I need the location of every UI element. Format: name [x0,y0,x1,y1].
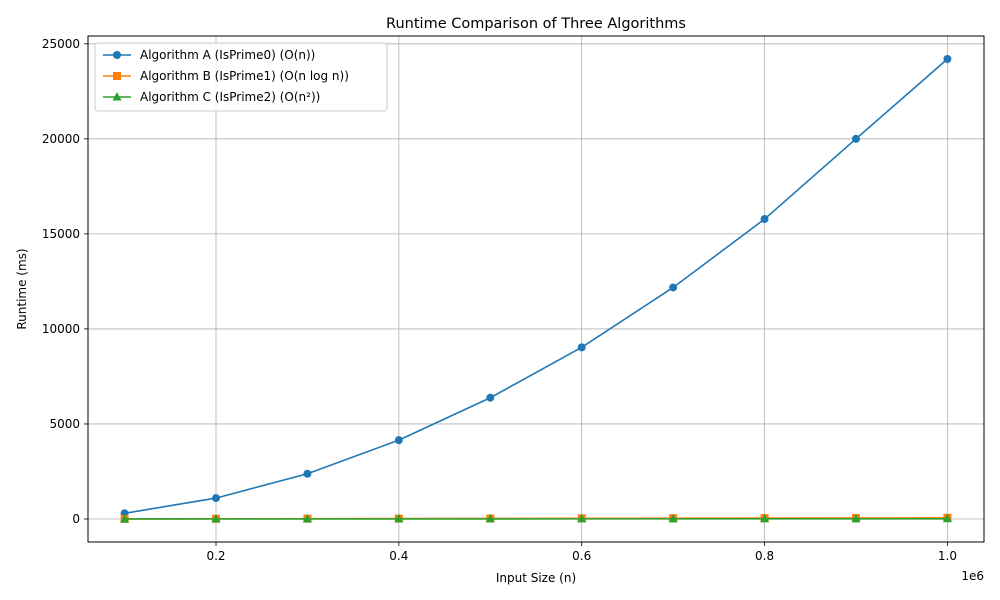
y-axis-ticks: 0 5000 10000 15000 20000 25000 [42,37,88,526]
data-point [302,513,312,523]
series-line [124,58,948,515]
data-point [577,513,587,523]
x-tick-label: 0.6 [572,549,591,563]
legend-label: Algorithm C (IsPrime2) (O(n²)) [140,90,320,104]
y-tick-label: 25000 [42,37,80,51]
series-a [120,55,952,518]
x-tick-label: 0.8 [755,549,774,563]
data-point [760,215,769,224]
data-point [577,343,586,352]
data-point [303,469,312,478]
data-point [485,513,495,523]
legend-item: Algorithm A (IsPrime0) (O(n)) [103,48,315,62]
data-point [669,283,678,292]
y-axis-label: Runtime (ms) [15,248,29,329]
legend-marker [113,51,121,59]
series-group [120,55,952,523]
data-point [760,513,770,523]
data-point [394,513,404,523]
legend-item: Algorithm B (IsPrime1) (O(n log n)) [103,69,349,83]
legend: Algorithm A (IsPrime0) (O(n)) Algorithm B… [94,42,388,112]
y-tick-label: 5000 [49,417,80,431]
legend-marker [112,92,122,101]
legend-marker [113,72,121,80]
x-tick-label: 0.4 [389,549,408,563]
y-tick-label: 15000 [42,227,80,241]
x-axis-offset-label: 1e6 [961,569,984,583]
data-point [942,513,952,523]
data-point [852,134,860,143]
data-point [851,513,861,523]
legend-box [94,42,388,112]
data-point [211,513,221,523]
y-tick-label: 20000 [42,132,80,146]
y-tick-label: 10000 [42,322,80,336]
legend-label: Algorithm B (IsPrime1) (O(n log n)) [140,69,349,83]
x-tick-label: 0.2 [206,549,225,563]
legend-label: Algorithm A (IsPrime0) (O(n)) [140,48,315,62]
x-tick-label: 1.0 [938,549,957,563]
x-axis-ticks: 0.2 0.4 0.6 0.8 1.0 [206,542,957,563]
data-point [120,513,130,523]
series-c [120,513,952,523]
chart-title: Runtime Comparison of Three Algorithms [386,16,686,32]
data-point [486,393,495,402]
data-point [394,436,403,445]
y-tick-label: 0 [72,512,80,526]
grid [88,36,984,542]
x-axis-label: Input Size (n) [496,571,576,585]
data-point [943,55,952,63]
legend-item: Algorithm C (IsPrime2) (O(n²)) [103,90,320,104]
data-point [212,494,220,503]
plot-frame [87,35,985,543]
data-point [668,513,678,523]
